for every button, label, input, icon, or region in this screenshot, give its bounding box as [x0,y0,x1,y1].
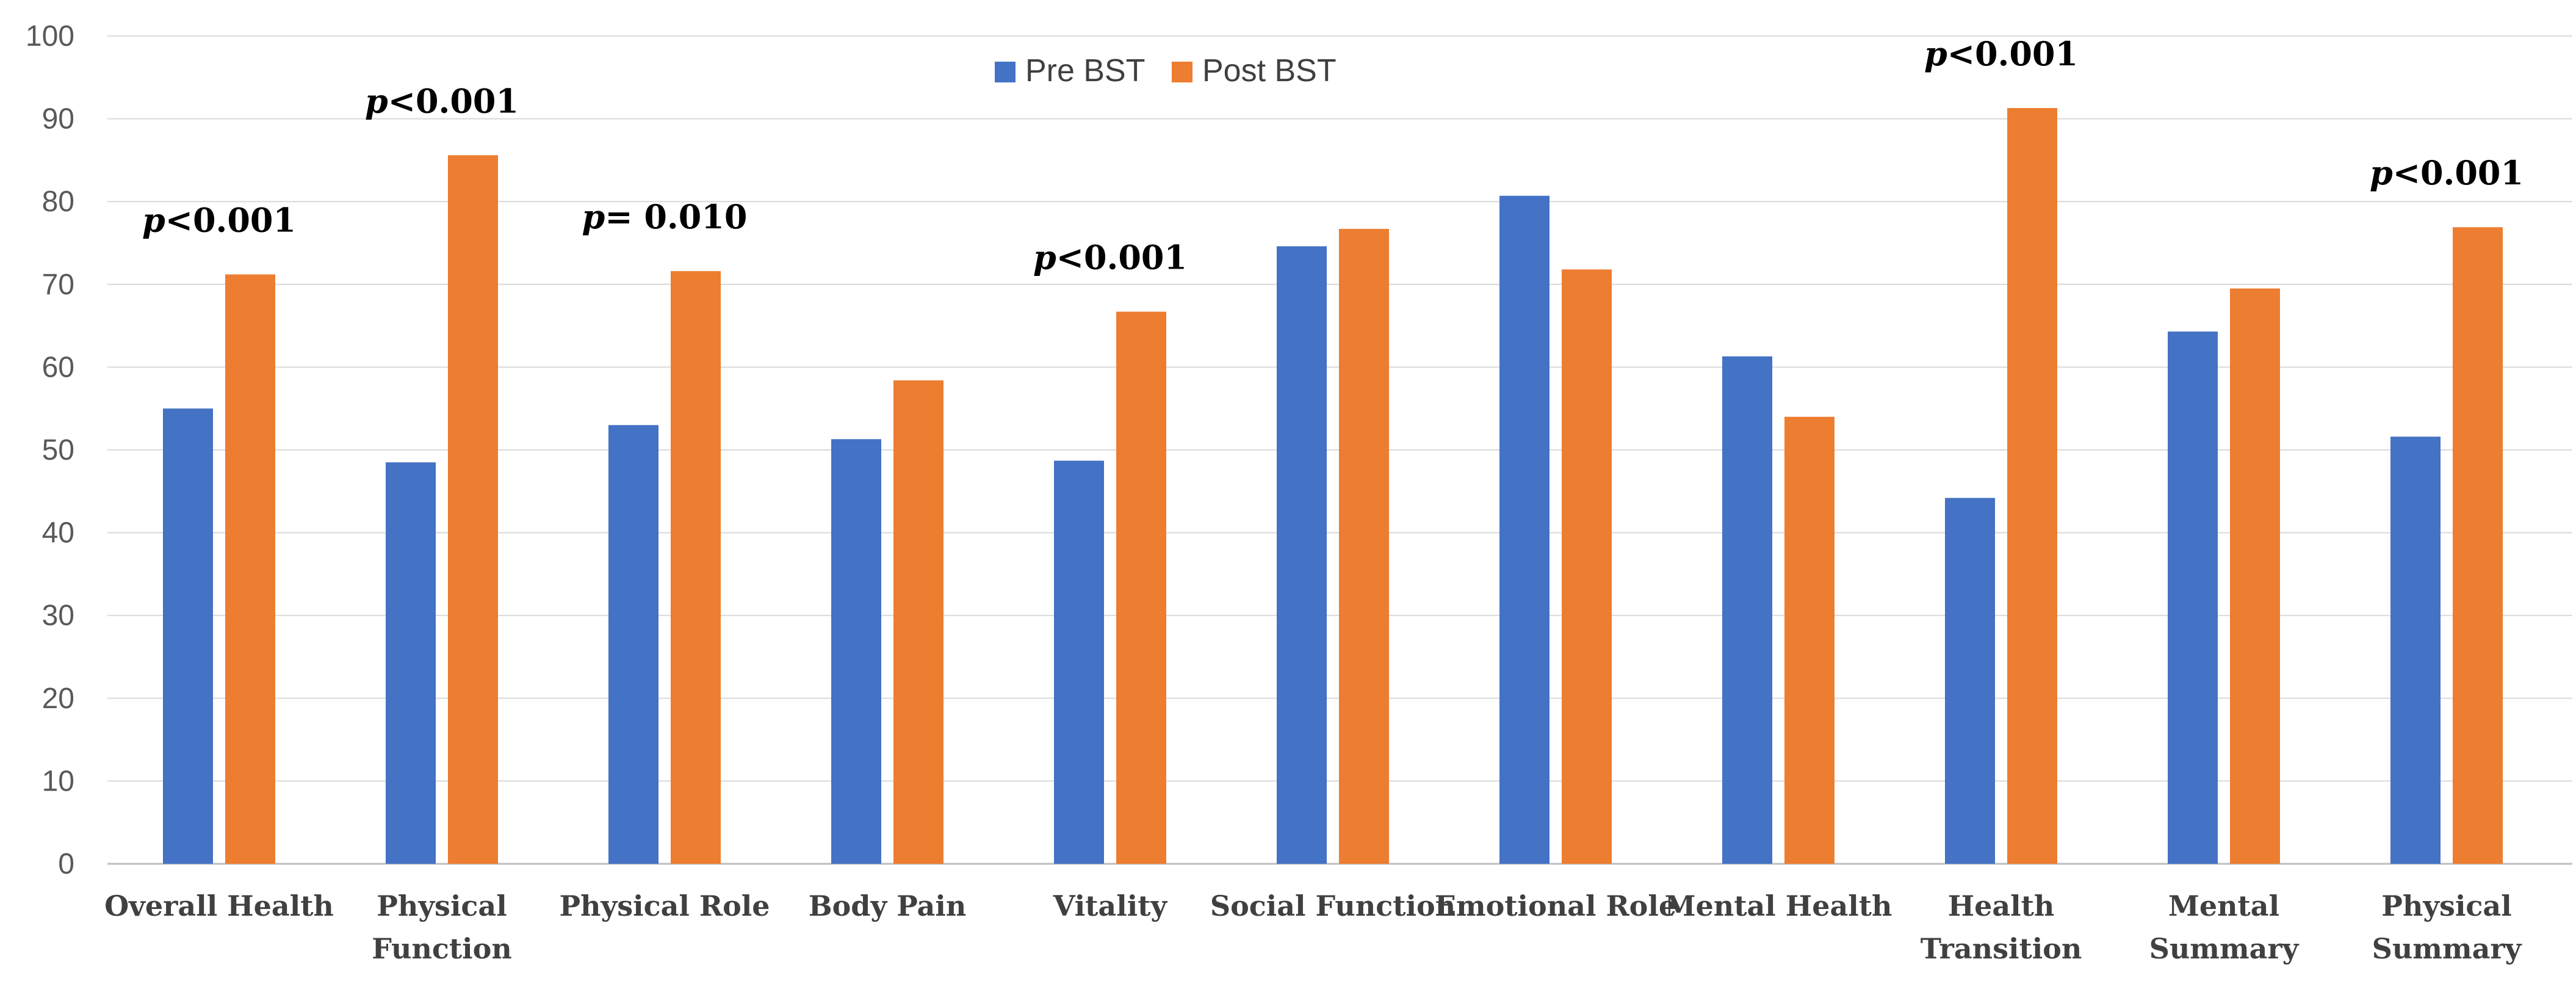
p-value-annotation: p<0.001 [2370,153,2524,192]
y-tick-label: 20 [42,682,74,715]
y-tick-label: 0 [58,848,74,880]
bar-pre-bst [1945,498,1995,864]
bar-post-bst [671,271,721,864]
y-tick-label: 50 [42,434,74,466]
p-value-annotation: p<0.001 [1033,238,1187,277]
bar-post-bst [2007,107,2057,864]
p-symbol: p [582,197,605,236]
category-label: Health Transition [1921,889,2082,965]
legend-label: Post BST [1202,53,1337,89]
category-label-line: Mental [2168,889,2279,922]
category-label-line: Mental Health [1665,889,1892,922]
p-symbol: p [1033,238,1056,277]
y-tick-label: 10 [42,765,74,797]
category-label-line: Health [1948,889,2055,922]
category-label: Body Pain [809,889,967,922]
p-value-annotation: p= 0.010 [582,197,748,236]
y-tick-label: 70 [42,269,74,301]
p-value: = 0.010 [605,197,747,236]
bar-pre-bst [1722,356,1772,864]
category-label-line: Physical [377,889,507,922]
p-value: <0.001 [388,81,519,120]
p-symbol: p [365,81,388,120]
p-symbol: p [1924,34,1947,73]
p-value-annotation: p<0.001 [142,201,296,240]
category-label: Mental Health [1665,889,1892,922]
category-label-line: Body Pain [809,889,967,922]
p-value: <0.001 [165,201,296,240]
y-axis-ticks: 0 10 20 30 40 50 60 70 80 90 100 [26,20,74,880]
y-tick-label: 100 [26,20,74,52]
bars [163,107,2503,864]
legend-swatch [995,62,1016,82]
p-symbol: p [2370,153,2393,192]
bar-post-bst [225,274,275,864]
legend-swatch [1172,62,1192,82]
category-label-line: Summary [2372,932,2522,965]
p-value: <0.001 [1947,34,2078,73]
category-label: Mental Summary [2149,889,2300,965]
p-symbol: p [142,201,165,240]
bar-post-bst [1562,269,1612,864]
bar-pre-bst [386,462,436,864]
legend-label: Pre BST [1025,53,1145,89]
category-label-line: Physical [2381,889,2511,922]
category-label-line: Social Function [1210,889,1456,922]
bar-pre-bst [2168,331,2218,864]
bar-pre-bst [608,425,658,864]
p-value-annotation: p<0.001 [1924,34,2078,73]
category-labels: Overall Health Physical Function Physical R… [104,889,2522,965]
y-tick-label: 90 [42,103,74,136]
p-value: <0.001 [2393,153,2524,192]
bar-post-bst [2453,227,2503,864]
category-label: Emotional Role [1435,889,1676,922]
legend: Pre BST Post BST [995,53,1337,89]
category-label-line: Emotional Role [1435,889,1676,922]
bar-post-bst [1339,228,1389,864]
bar-post-bst [893,380,943,864]
category-label-line: Overall Health [104,889,334,922]
category-label: Social Function [1210,889,1456,922]
category-label-line: Transition [1921,932,2082,965]
bar-pre-bst [1054,460,1104,864]
category-label-line: Function [372,932,512,965]
y-tick-label: 80 [42,186,74,218]
bar-pre-bst [1499,195,1550,864]
y-tick-label: 40 [42,517,74,549]
y-tick-label: 30 [42,599,74,632]
bar-post-bst [1784,416,1835,864]
p-value-annotation: p<0.001 [365,81,519,120]
p-value: <0.001 [1056,238,1187,277]
category-label-line: Physical Role [559,889,770,922]
bar-post-bst [448,155,498,864]
bar-pre-bst [2390,436,2441,864]
y-tick-label: 60 [42,351,74,383]
category-label: Overall Health [104,889,334,922]
category-label-line: Vitality [1053,889,1168,922]
bar-post-bst [2230,288,2280,864]
category-label: Physical Function [372,889,512,965]
bar-pre-bst [831,439,881,864]
category-label: Vitality [1053,889,1168,922]
category-label: Physical Role [559,889,770,922]
bar-pre-bst [163,408,213,864]
category-label-line: Summary [2149,932,2300,965]
bar-post-bst [1116,311,1166,864]
bar-pre-bst [1277,246,1327,864]
category-label: Physical Summary [2372,889,2522,965]
